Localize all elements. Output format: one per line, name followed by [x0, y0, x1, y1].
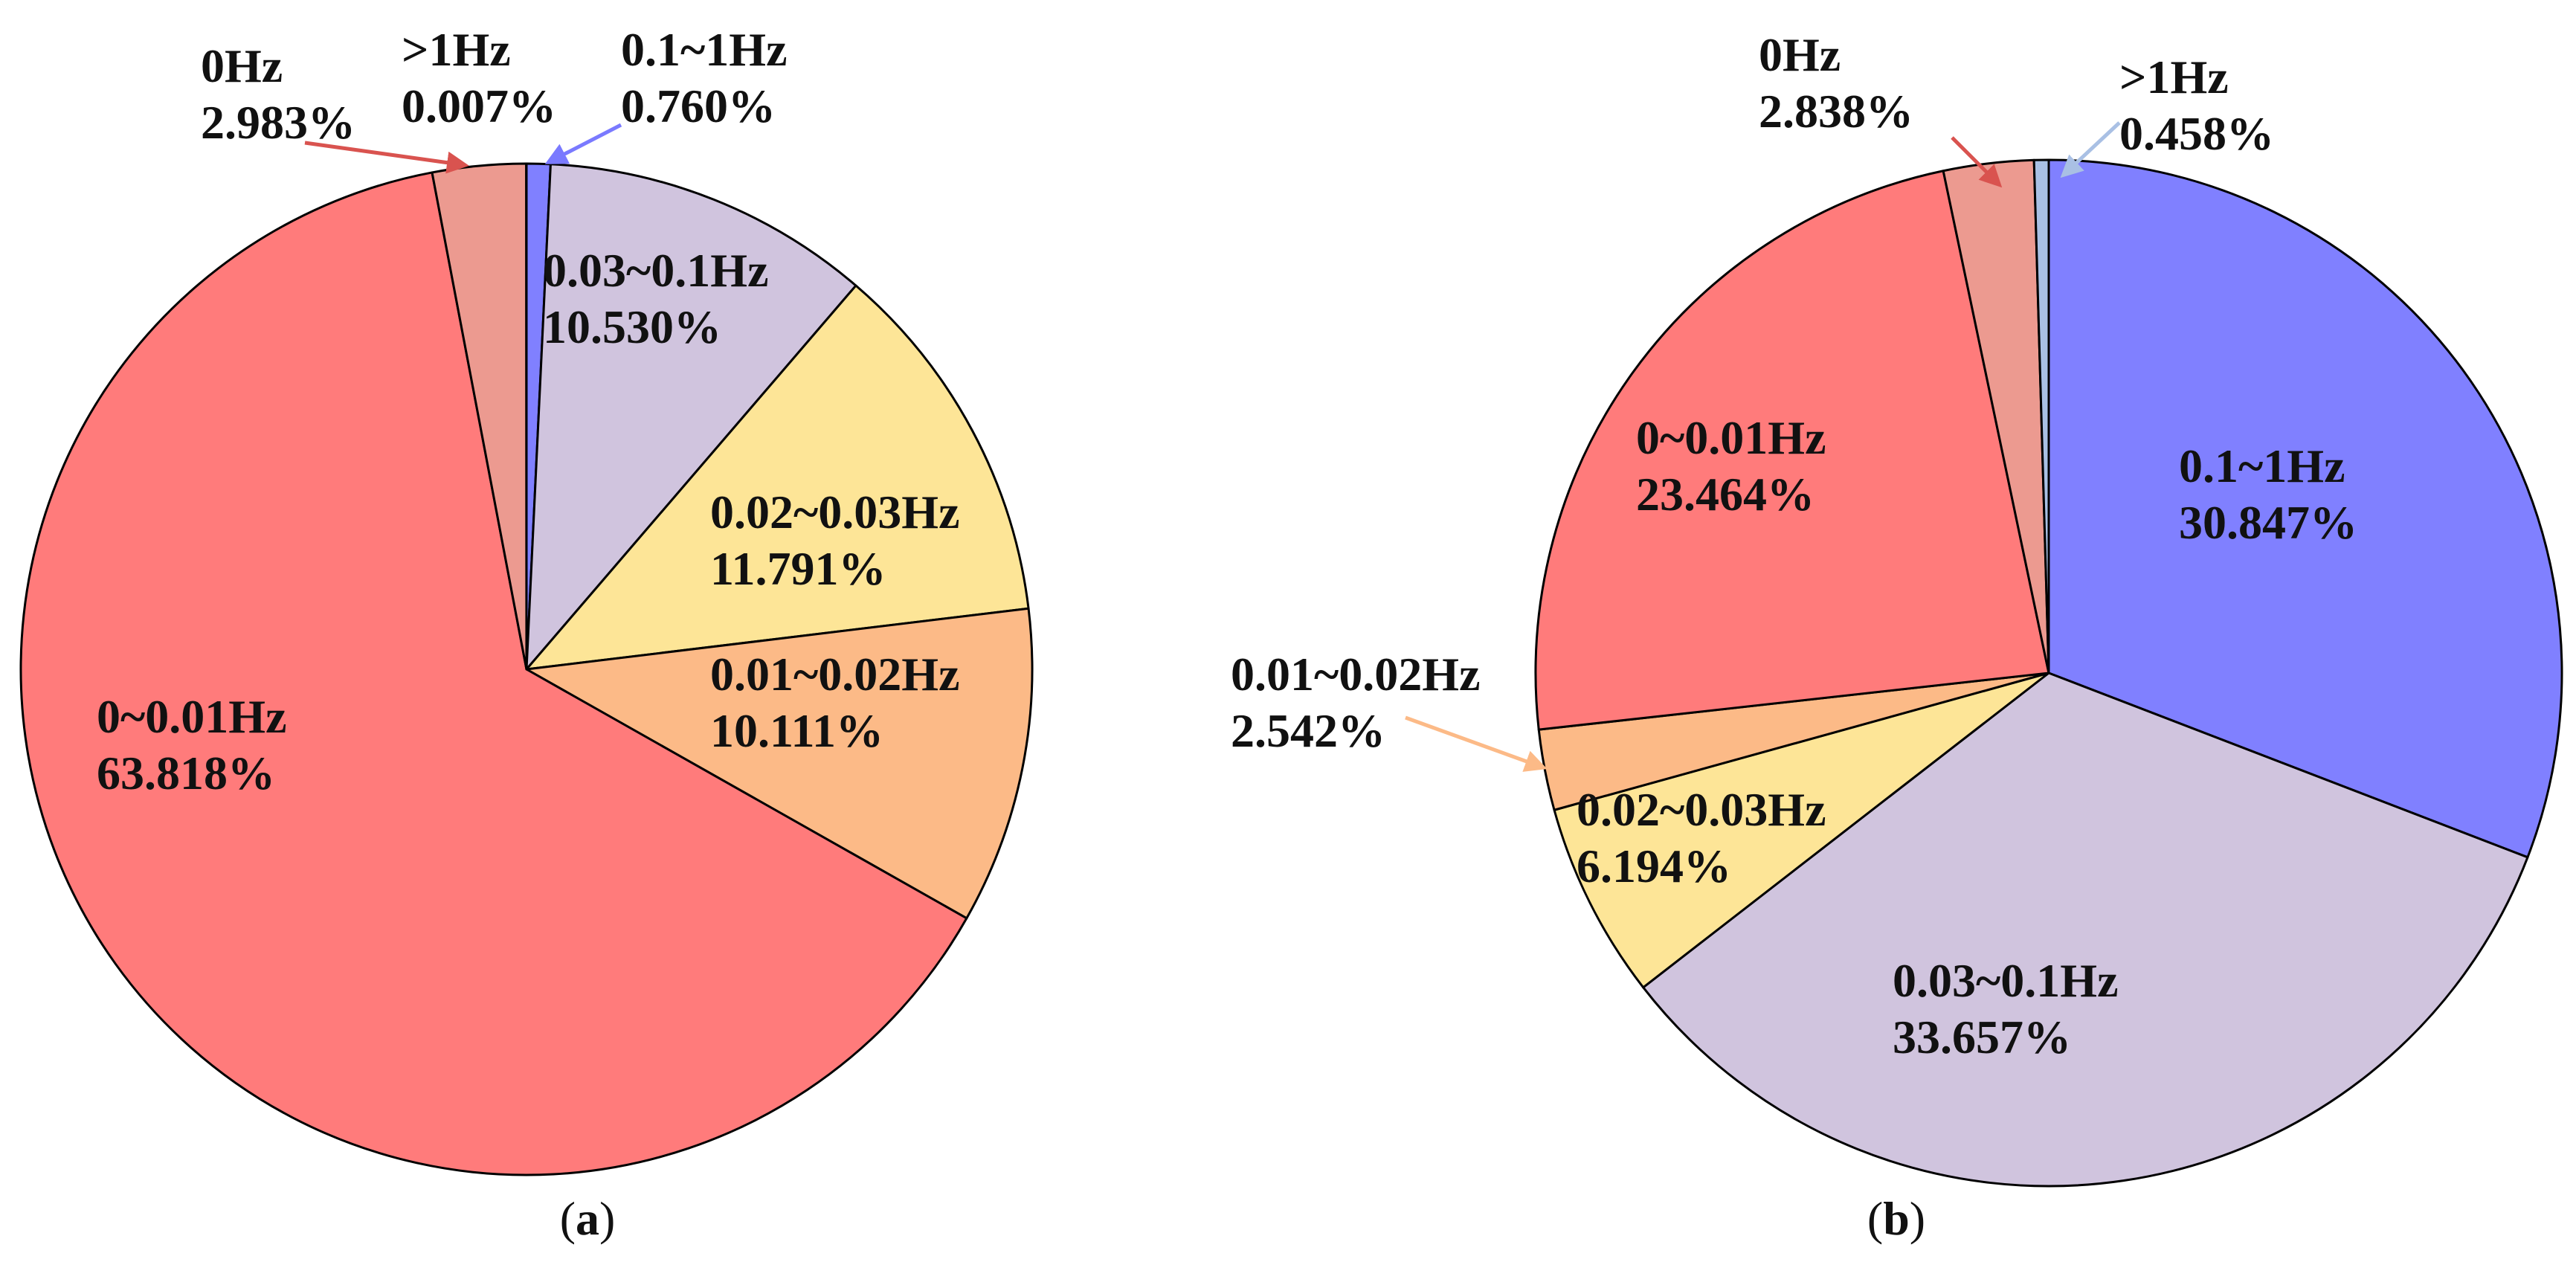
caption-b-close: )	[1910, 1192, 1925, 1245]
pie-b-slice-s-0-001	[1534, 170, 2050, 731]
pie-b-label-s-gt1: >1Hz 0.458%	[2119, 51, 2274, 160]
slice-label-name: 0.03~0.1Hz	[543, 244, 768, 297]
caption-b-letter: b	[1883, 1192, 1910, 1245]
pie-a-label-s-0-1: 0.1~1Hz 0.760%	[621, 23, 787, 132]
slice-label-name: >1Hz	[2119, 51, 2229, 103]
slice-label-percent: 23.464%	[1636, 468, 1815, 521]
pie-b-label-s-003-01: 0.03~0.1Hz 33.657%	[1893, 954, 2118, 1063]
caption-b: (b)	[1867, 1192, 1925, 1245]
slice-label-percent: 0.007%	[402, 80, 556, 132]
pie-a-slice-s-0-001	[19, 171, 968, 1176]
caption-a-close: )	[599, 1192, 615, 1245]
slice-label-name: 0.01~0.02Hz	[1231, 648, 1480, 701]
slice-label-name: 0Hz	[201, 39, 283, 92]
pie-chart-b: 0.1~1Hz 30.847% 0.03~0.1Hz 33.657% 0.02~0.03…	[1231, 28, 2563, 1188]
slice-label-name: 0~0.01Hz	[1636, 411, 1826, 464]
pie-a-label-s-001-002: 0.01~0.02Hz 10.111%	[710, 648, 959, 757]
caption-b-open: (	[1867, 1192, 1883, 1245]
slice-label-name: 0Hz	[1759, 28, 1841, 81]
slice-label-percent: 2.542%	[1231, 704, 1385, 757]
pie-a-arrow-s-0hz	[304, 141, 469, 174]
pie-a-slice-s-001-002	[525, 607, 1034, 920]
pie-a-label-s-0hz: 0Hz 2.983%	[201, 39, 355, 149]
pie-chart-a: 0.1~1Hz 0.760% 0.03~0.1Hz 10.530% 0.02~0.03H…	[19, 23, 1034, 1176]
slice-label-name: 0.01~0.02Hz	[710, 648, 959, 701]
slice-label-name: 0.03~0.1Hz	[1893, 954, 2118, 1007]
slice-label-percent: 30.847%	[2179, 496, 2357, 549]
slice-label-percent: 10.111%	[710, 704, 883, 757]
slice-label-percent: 2.983%	[201, 96, 355, 149]
pie-a-label-s-gt1: >1Hz 0.007%	[402, 23, 556, 132]
slice-label-name: >1Hz	[402, 23, 511, 76]
slice-label-percent: 33.657%	[1893, 1011, 2071, 1063]
pie-a-slice-s-003-01	[525, 163, 857, 671]
pie-b-label-s-002-003: 0.02~0.03Hz 6.194%	[1577, 783, 1826, 892]
pie-a-label-s-0-001: 0~0.01Hz 63.818%	[97, 690, 286, 799]
slice-label-name: 0.02~0.03Hz	[710, 486, 959, 538]
pie-b-arrow-s-gt1	[2060, 121, 2121, 178]
pie-b-arrow-s-001-002	[1405, 715, 1548, 772]
slice-label-percent: 0.458%	[2119, 107, 2274, 160]
slice-label-name: 0.1~1Hz	[2179, 439, 2345, 492]
slice-label-percent: 2.838%	[1759, 85, 1913, 138]
slice-label-name: 0.02~0.03Hz	[1577, 783, 1826, 836]
pie-b-slice-s-gt1	[2032, 158, 2050, 674]
slice-label-name: 0~0.01Hz	[97, 690, 286, 743]
pie-a-arrow-s-0-1	[544, 123, 622, 164]
pie-b-slice-s-003-01	[1642, 672, 2529, 1188]
caption-a-open: (	[560, 1192, 576, 1245]
caption-a-letter: a	[576, 1192, 599, 1245]
slice-label-name: 0.1~1Hz	[621, 23, 787, 76]
pie-b-slice-s-0-1	[2047, 158, 2563, 859]
slice-label-percent: 11.791%	[710, 542, 886, 595]
slice-label-percent: 6.194%	[1577, 840, 1731, 892]
pie-a-slice-s-002-003	[525, 284, 1030, 671]
pie-b-label-s-0hz: 0Hz 2.838%	[1759, 28, 1913, 138]
pie-b-arrow-s-0hz	[1951, 136, 2003, 188]
pie-b-slice-s-002-003	[1553, 672, 2050, 989]
caption-a: (a)	[560, 1192, 616, 1245]
pie-a-label-s-003-01: 0.03~0.1Hz 10.530%	[543, 244, 768, 353]
pie-b-label-s-0-1: 0.1~1Hz 30.847%	[2179, 439, 2357, 549]
slice-label-percent: 0.760%	[621, 80, 776, 132]
pie-a-label-s-002-003: 0.02~0.03Hz 11.791%	[710, 486, 959, 595]
slice-label-percent: 63.818%	[97, 747, 275, 799]
slice-label-percent: 10.530%	[543, 300, 721, 353]
pie-b-label-s-001-002: 0.01~0.02Hz 2.542%	[1231, 648, 1480, 757]
pie-b-label-s-0-001: 0~0.01Hz 23.464%	[1636, 411, 1826, 521]
